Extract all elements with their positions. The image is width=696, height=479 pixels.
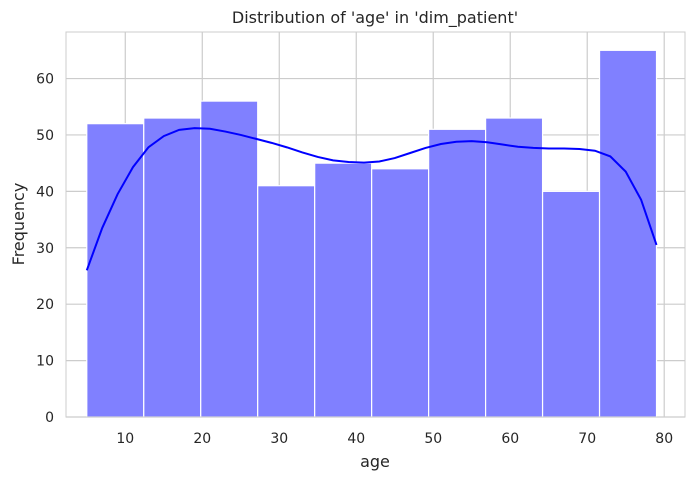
y-tick-label: 30 — [36, 241, 54, 257]
x-tick-label: 70 — [578, 431, 596, 447]
y-tick-label: 10 — [36, 354, 54, 370]
y-axis-label: Frequency — [9, 183, 28, 266]
histogram-bar — [541, 190, 601, 418]
x-tick-label: 50 — [424, 431, 442, 447]
x-tick-label: 10 — [116, 431, 134, 447]
chart-title: Distribution of 'age' in 'dim_patient' — [232, 8, 518, 28]
y-tick-label: 50 — [36, 128, 54, 144]
histogram-bar — [314, 162, 373, 418]
plot-frame — [65, 31, 686, 418]
histogram-bar — [598, 49, 658, 418]
y-tick-label: 20 — [36, 297, 54, 313]
histogram-bar — [428, 128, 487, 418]
histogram-bar — [371, 168, 430, 418]
y-tick-label: 0 — [45, 410, 54, 426]
x-tick-label: 30 — [270, 431, 288, 447]
y-tick-labels: 0 10 20 30 40 50 60 — [36, 72, 54, 426]
x-tick-label: 40 — [347, 431, 365, 447]
histogram-bar — [257, 185, 316, 418]
histogram-bar — [484, 117, 544, 418]
x-tick-label: 20 — [193, 431, 211, 447]
histogram-bar — [86, 123, 145, 418]
x-tick-label: 60 — [501, 431, 519, 447]
x-tick-label: 80 — [655, 431, 673, 447]
x-tick-labels: 10 20 30 40 50 60 70 80 — [116, 431, 673, 447]
kde-curve — [85, 127, 658, 271]
x-axis-label: age — [360, 452, 390, 471]
histogram-bars — [86, 49, 658, 418]
histogram-bar — [200, 100, 259, 418]
histogram-bar — [143, 117, 202, 418]
y-tick-label: 60 — [36, 72, 54, 88]
y-tick-label: 40 — [36, 184, 54, 200]
